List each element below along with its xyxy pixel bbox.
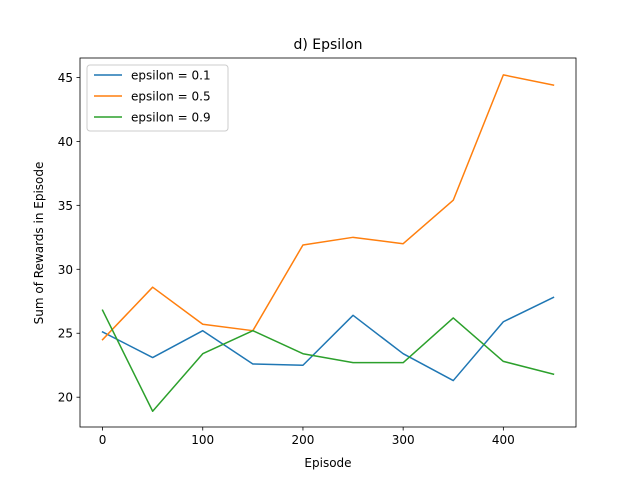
series-line-2 [101, 309, 555, 413]
chart-title: d) Epsilon [293, 37, 362, 53]
axes-frame [79, 57, 577, 428]
y-tick-label: 35 [58, 199, 73, 213]
series-line-0 [101, 296, 555, 382]
y-tick-label: 45 [58, 71, 73, 85]
series-line-1 [101, 74, 555, 341]
legend-box [86, 64, 229, 132]
x-tick-label: 0 [99, 433, 107, 447]
y-tick-label: 30 [58, 263, 73, 277]
legend-label-0: epsilon = 0.1 [131, 69, 211, 83]
legend: epsilon = 0.1 epsilon = 0.5 epsilon = 0.9 [86, 64, 229, 132]
x-tick-label: 400 [492, 433, 515, 447]
y-tick-label: 20 [58, 391, 73, 405]
y-tick-label: 25 [58, 327, 73, 341]
legend-label-2: epsilon = 0.9 [131, 111, 211, 125]
legend-label-1: epsilon = 0.5 [131, 90, 211, 104]
plot-area: 0 100 200 300 400 20 25 30 35 40 45 [58, 57, 577, 447]
x-axis-label: Episode [304, 456, 351, 470]
x-tick-label: 100 [191, 433, 214, 447]
x-tick-label: 300 [392, 433, 415, 447]
y-axis-label: Sum of Rewards in Episode [32, 162, 46, 325]
y-tick-label: 40 [58, 135, 73, 149]
x-tick-label: 200 [291, 433, 314, 447]
